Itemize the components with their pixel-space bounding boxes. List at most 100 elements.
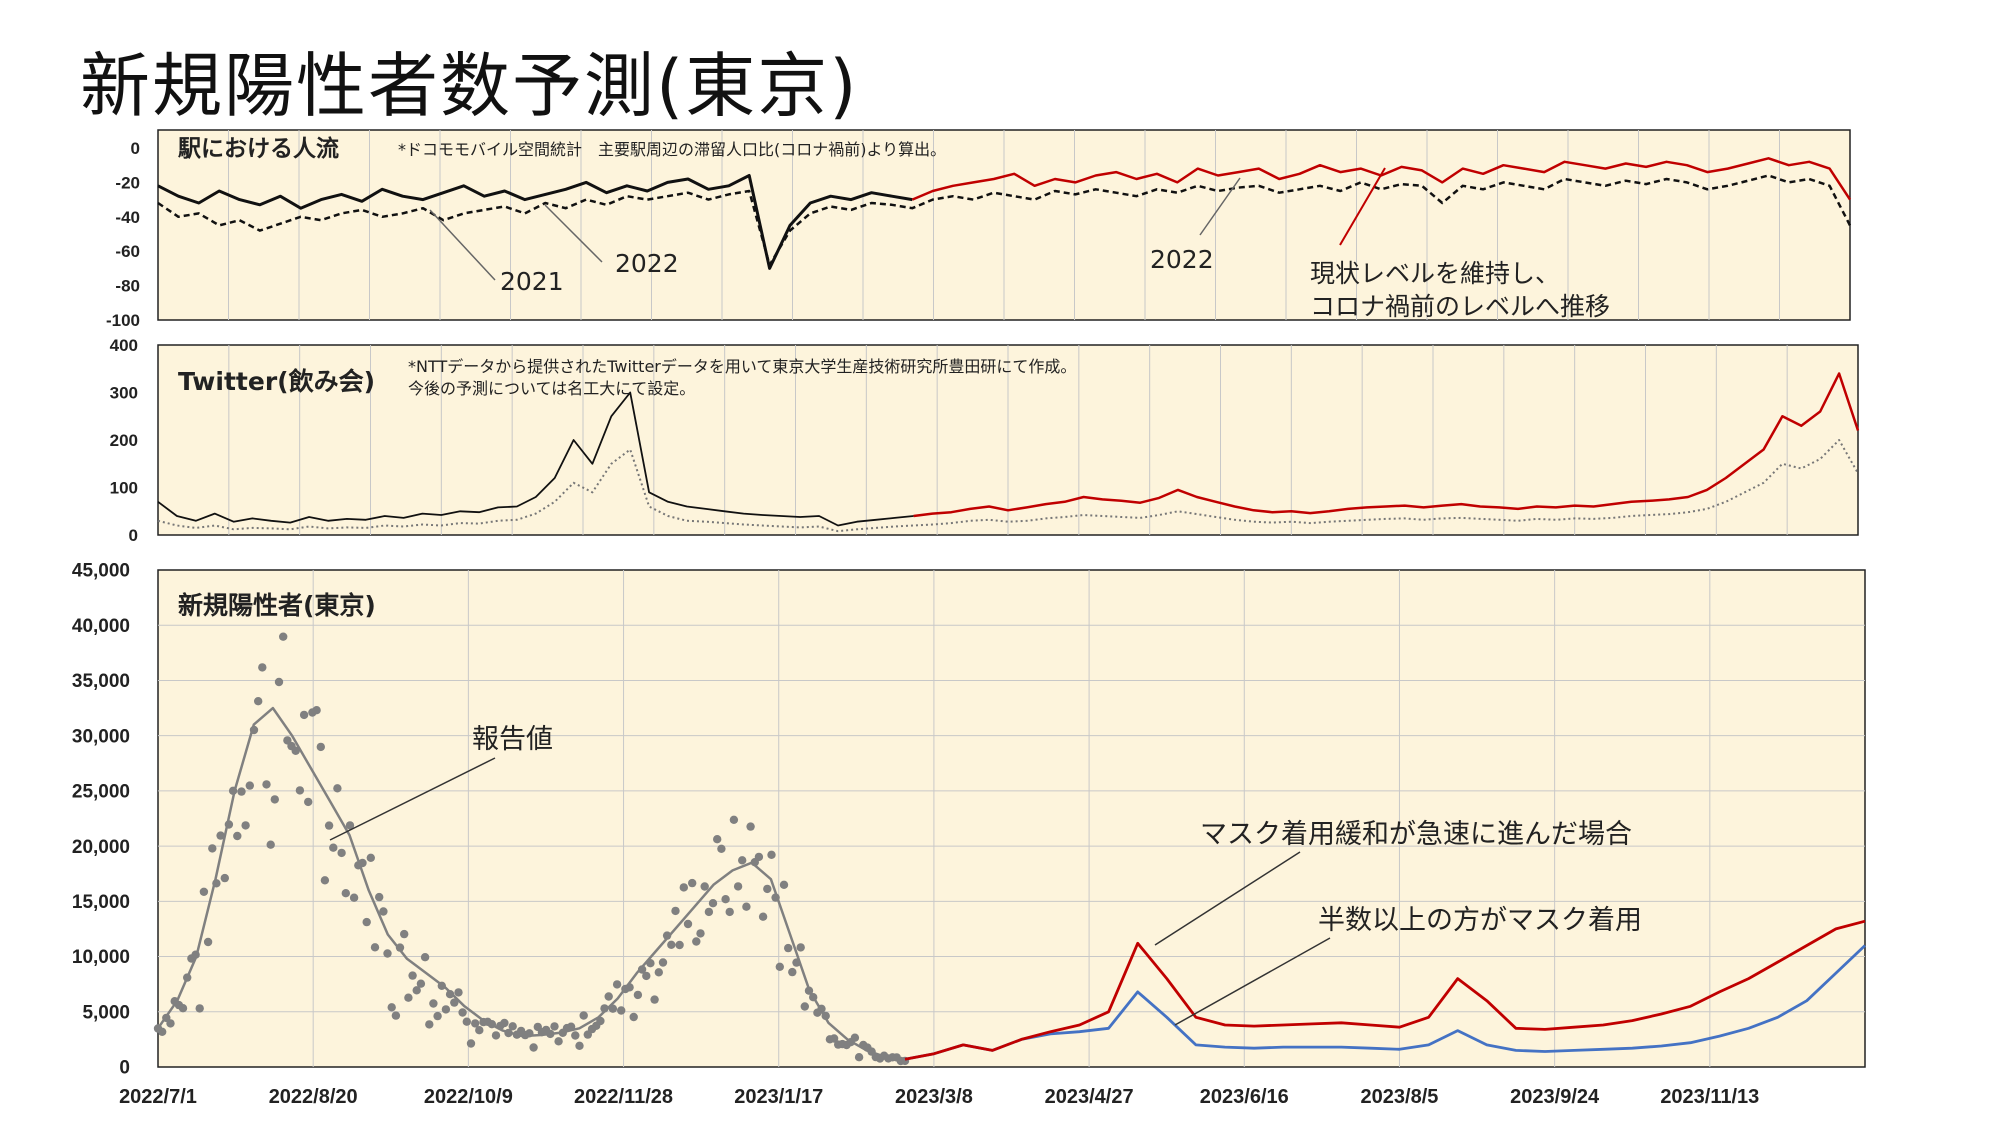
reported-dot bbox=[345, 821, 355, 830]
reported-dot bbox=[738, 856, 747, 865]
y-tick-label: 45,000 bbox=[72, 561, 130, 582]
reported-dot bbox=[779, 880, 789, 889]
reported-dot bbox=[704, 907, 714, 917]
reported-dot bbox=[462, 1017, 471, 1026]
y-tick-label: 400 bbox=[110, 336, 138, 355]
reported-dot bbox=[337, 848, 346, 858]
reported-dot bbox=[575, 1041, 584, 1051]
reported-dot bbox=[667, 940, 676, 949]
reported-dot bbox=[696, 929, 705, 938]
reported-dot bbox=[203, 937, 213, 947]
reported-dot bbox=[362, 917, 371, 927]
x-tick-label: 2022/7/1 bbox=[119, 1086, 197, 1108]
y-tick-label: -80 bbox=[115, 277, 140, 296]
x-tick-label: 2023/6/16 bbox=[1200, 1086, 1289, 1108]
cases-y-ticks: 45,000 40,000 35,000 30,000 25,000 20,000 15,0… bbox=[72, 561, 130, 1079]
reported-line bbox=[156, 706, 906, 1061]
reported-dot bbox=[199, 887, 209, 896]
x-tick-label: 2022/11/28 bbox=[574, 1086, 673, 1108]
twitter-y-ticks: 400 300 200 100 0 bbox=[110, 336, 138, 545]
reported-dot bbox=[784, 943, 793, 953]
y-tick-label: 0 bbox=[131, 139, 140, 158]
reported-dot bbox=[700, 882, 709, 891]
reported-dot bbox=[854, 1053, 864, 1062]
reported-dot bbox=[642, 971, 651, 981]
reported-dot bbox=[178, 1004, 188, 1013]
reported-dot bbox=[254, 697, 263, 706]
y-tick-label: 0 bbox=[119, 1058, 130, 1079]
reported-dot bbox=[370, 943, 380, 952]
reported-dot bbox=[333, 784, 342, 793]
reported-dot bbox=[324, 821, 334, 830]
reported-dot bbox=[270, 795, 279, 804]
y-tick-label: -40 bbox=[115, 208, 140, 227]
reported-dot bbox=[754, 852, 764, 862]
reported-dot bbox=[366, 853, 375, 862]
reported-dot bbox=[612, 980, 622, 989]
reported-dot bbox=[216, 831, 225, 840]
reported-dot bbox=[717, 844, 726, 853]
y-tick-label: -100 bbox=[106, 311, 140, 330]
leader-relaxed bbox=[1154, 851, 1301, 946]
reported-dot bbox=[713, 835, 722, 844]
reported-dot bbox=[679, 883, 688, 892]
reported-dot bbox=[758, 912, 768, 921]
flow-2022-observed-line bbox=[157, 174, 913, 270]
reported-dot bbox=[554, 1037, 563, 1046]
reported-dot bbox=[675, 940, 684, 950]
reported-dot bbox=[491, 1031, 501, 1040]
label-relaxed-scenario: マスク着用緩和が急速に進んだ場合 bbox=[1200, 819, 1632, 850]
reported-dot bbox=[763, 884, 772, 894]
reported-dot bbox=[391, 1011, 401, 1020]
x-tick-label: 2023/8/5 bbox=[1361, 1086, 1439, 1108]
reported-dot bbox=[579, 1011, 588, 1020]
reported-dot bbox=[775, 962, 784, 971]
reported-dot bbox=[475, 1026, 484, 1035]
reported-dot bbox=[637, 965, 647, 974]
reported-dot bbox=[412, 986, 421, 995]
twitter-note-line2: 今後の予測については名工大にて設定。 bbox=[408, 379, 695, 398]
y-tick-label: 0 bbox=[129, 526, 138, 545]
leader-masked bbox=[1174, 937, 1331, 1026]
reported-dot bbox=[788, 967, 797, 977]
reported-dot bbox=[441, 1005, 451, 1014]
flow-forecast-label-line2: コロナ禍前のレベルへ推移 bbox=[1310, 292, 1610, 321]
reported-dot bbox=[729, 815, 739, 824]
reported-dot bbox=[329, 843, 338, 852]
reported-dot bbox=[220, 873, 229, 883]
y-tick-label: 35,000 bbox=[72, 671, 130, 692]
cases-gridlines bbox=[158, 570, 1865, 1067]
reported-dot bbox=[237, 787, 246, 796]
reported-dot bbox=[299, 710, 309, 720]
reported-dot bbox=[166, 1019, 175, 1028]
reported-dot bbox=[500, 1018, 509, 1028]
y-tick-label: 20,000 bbox=[72, 837, 130, 858]
twitter-note-line1: *NTTデータから提供されたTwitterデータを用いて東京大学生産技術研究所豊… bbox=[408, 357, 1076, 376]
reported-dot bbox=[471, 1019, 480, 1028]
reported-dot bbox=[746, 822, 755, 831]
reported-dot bbox=[379, 907, 388, 916]
twitter-panel-title: Twitter(飲み会) bbox=[178, 367, 375, 396]
reported-dot bbox=[387, 1003, 396, 1012]
reported-dot bbox=[279, 632, 288, 641]
cases-leader-lines bbox=[329, 757, 1331, 1026]
reported-dot bbox=[654, 968, 663, 977]
reported-dot bbox=[266, 840, 275, 849]
leader-reported bbox=[329, 757, 496, 841]
reported-dot bbox=[425, 1020, 434, 1029]
reported-dot bbox=[316, 742, 325, 752]
reported-dot bbox=[383, 949, 392, 958]
reported-dot bbox=[320, 876, 330, 885]
reported-dot bbox=[850, 1033, 860, 1042]
reported-dot bbox=[295, 786, 305, 795]
flow-y-ticks: 0 -20 -40 -60 -80 -100 bbox=[106, 139, 140, 330]
flow-2021-dashed-line bbox=[157, 174, 1852, 267]
reported-dot bbox=[733, 882, 743, 891]
reported-dot bbox=[767, 850, 776, 859]
reported-dot bbox=[241, 821, 250, 830]
twitter-series bbox=[157, 372, 1860, 533]
reported-dot bbox=[742, 902, 751, 911]
flow-gridlines bbox=[228, 130, 1780, 320]
reported-dot bbox=[312, 706, 321, 715]
reported-dot bbox=[433, 1011, 442, 1021]
